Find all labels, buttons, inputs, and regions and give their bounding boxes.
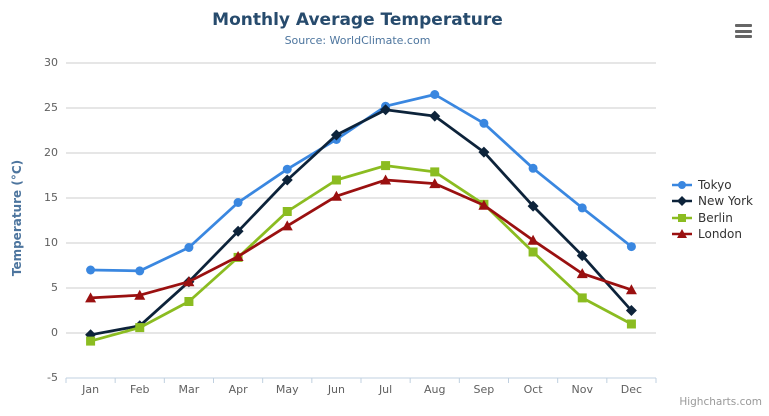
circle-marker-icon[interactable] (626, 242, 636, 252)
y-axis-label: 30 (44, 56, 58, 69)
x-axis-label-nov: Nov (571, 383, 593, 396)
square-marker-icon[interactable] (381, 161, 391, 171)
series-new-york[interactable] (85, 104, 637, 341)
series-line-berlin[interactable] (89, 164, 633, 343)
diamond-marker-icon (677, 196, 687, 207)
triangle-marker-icon[interactable] (478, 199, 490, 210)
legend-item-new-york[interactable]: New York (671, 193, 753, 209)
circle-marker-icon[interactable] (86, 265, 96, 275)
legend-marker-square-icon (672, 213, 692, 222)
gridlines (66, 62, 656, 379)
circle-marker-icon[interactable] (135, 266, 145, 276)
legend-item-tokyo[interactable]: Tokyo (671, 177, 753, 193)
x-axis-label-oct: Oct (523, 383, 543, 396)
circle-marker-icon[interactable] (577, 203, 587, 213)
diamond-marker-icon[interactable] (232, 225, 244, 237)
square-marker-icon[interactable] (135, 323, 145, 333)
x-axis-label-feb: Feb (130, 383, 150, 396)
x-axis-label-sep: Sep (473, 383, 495, 396)
x-axis (65, 377, 657, 383)
series-tokyo[interactable] (86, 90, 636, 276)
square-marker-icon[interactable] (626, 319, 636, 329)
triangle-marker-icon[interactable] (134, 289, 146, 300)
x-axis-label-dec: Dec (620, 383, 643, 396)
triangle-marker-icon[interactable] (380, 174, 392, 185)
credits-link[interactable]: Highcharts.com (679, 396, 762, 408)
legend-marker-circle-icon (672, 181, 692, 190)
legend-marker-diamond-icon (672, 196, 692, 207)
diamond-marker-icon[interactable] (527, 200, 539, 212)
y-axis-label: 20 (44, 146, 58, 159)
square-marker-icon[interactable] (282, 207, 292, 216)
diamond-marker-icon[interactable] (478, 146, 490, 158)
legend: Tokyo New York Berlin London (671, 177, 753, 242)
triangle-marker-icon[interactable] (85, 292, 97, 303)
square-marker-icon (678, 213, 686, 222)
series-line-new-york[interactable] (89, 108, 633, 337)
series-line-london[interactable] (89, 178, 633, 300)
x-axis-label-mar: Mar (178, 383, 200, 396)
circle-marker-icon[interactable] (528, 163, 538, 173)
square-marker-icon[interactable] (528, 247, 538, 257)
square-marker-icon[interactable] (430, 167, 440, 177)
circle-marker-icon[interactable] (282, 164, 292, 174)
circle-marker-icon[interactable] (233, 198, 243, 207)
triangle-marker-icon[interactable] (625, 284, 637, 295)
diamond-marker-icon[interactable] (380, 104, 392, 116)
triangle-marker-icon[interactable] (281, 220, 293, 231)
triangle-marker-icon[interactable] (527, 234, 539, 245)
diamond-marker-icon[interactable] (429, 110, 441, 122)
diamond-marker-icon[interactable] (625, 305, 637, 316)
square-marker-icon[interactable] (577, 293, 587, 303)
square-marker-icon[interactable] (86, 336, 96, 346)
x-axis-label-jun: Jun (327, 383, 345, 396)
square-marker-icon[interactable] (184, 297, 194, 306)
legend-label: London (698, 227, 742, 242)
legend-marker-triangle-icon (672, 229, 692, 239)
legend-item-berlin[interactable]: Berlin (671, 210, 753, 226)
chart-subtitle: Source: WorldClimate.com (284, 34, 431, 47)
x-axis-label-jul: Jul (378, 383, 393, 396)
legend-label: Tokyo (698, 178, 732, 193)
legend-label: Berlin (698, 210, 733, 225)
legend-item-london[interactable]: London (671, 226, 753, 242)
diamond-marker-icon[interactable] (576, 250, 588, 262)
diamond-marker-icon[interactable] (330, 129, 342, 141)
y-axis-label: 5 (51, 281, 58, 294)
y-axis-label: 10 (44, 236, 58, 249)
x-axis-label-may: May (275, 383, 299, 396)
export-menu-button[interactable] (731, 20, 756, 42)
legend-label: New York (698, 194, 753, 209)
y-axis-label: 25 (44, 101, 58, 114)
y-axis-label: -5 (47, 371, 58, 384)
circle-marker-icon[interactable] (430, 90, 440, 99)
x-axis-label-apr: Apr (228, 383, 248, 396)
x-axis-label-jan: Jan (82, 383, 100, 396)
chart-title: Monthly Average Temperature (212, 10, 503, 30)
circle-marker-icon (678, 181, 686, 190)
triangle-marker-icon[interactable] (232, 251, 244, 261)
y-axis-label: 0 (51, 326, 58, 339)
y-axis-label: 15 (44, 191, 58, 204)
hamburger-icon (735, 24, 752, 38)
series-london[interactable] (85, 174, 637, 303)
triangle-marker-icon[interactable] (330, 190, 342, 201)
triangle-marker-icon[interactable] (429, 178, 441, 189)
circle-marker-icon[interactable] (184, 243, 194, 252)
diamond-marker-icon[interactable] (281, 174, 293, 186)
circle-marker-icon[interactable] (479, 118, 489, 128)
square-marker-icon[interactable] (331, 175, 341, 185)
x-axis-label-aug: Aug (424, 383, 446, 396)
triangle-marker-icon[interactable] (576, 268, 588, 279)
triangle-marker-icon[interactable] (183, 276, 195, 287)
triangle-marker-icon (677, 229, 687, 239)
